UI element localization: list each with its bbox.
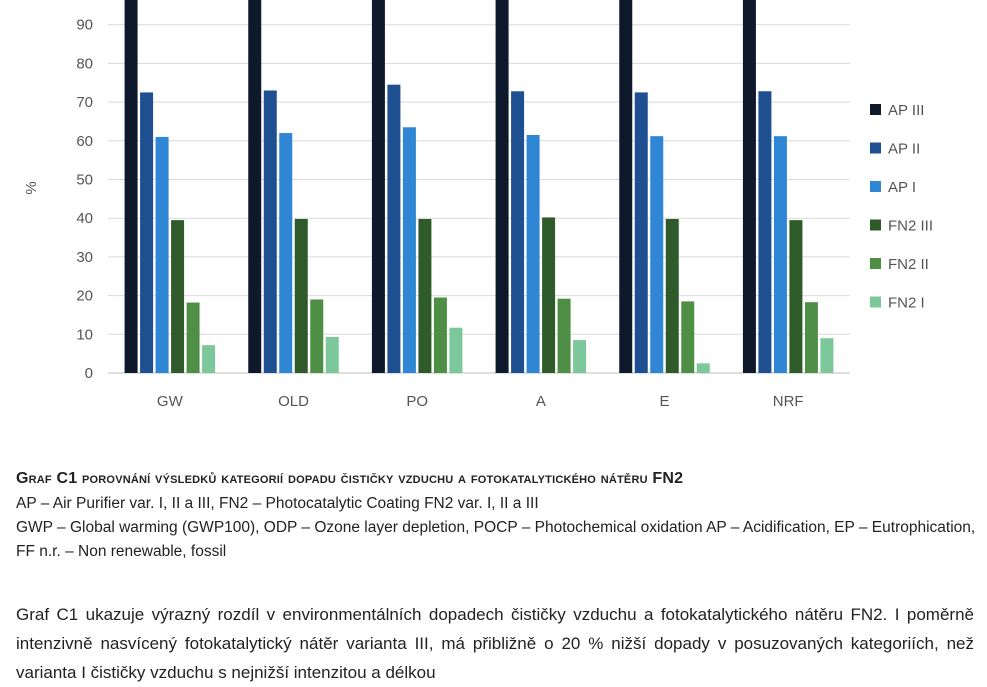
legend-label: AP II — [888, 141, 920, 158]
legend-label: AP III — [888, 102, 924, 119]
impact-bar-chart: 0 10 20 30 40 50 60 70 80 90 % GW OLD PO A E NRF AP II… — [23, 0, 933, 410]
legend-label: FN2 II — [888, 256, 929, 273]
bar — [155, 136, 169, 373]
bar — [402, 127, 416, 373]
legend-swatch — [870, 104, 881, 115]
gridlines — [108, 24, 850, 374]
body-paragraph: Graf C1 ukazuje výrazný rozdíl v environ… — [16, 605, 974, 682]
bar — [696, 363, 710, 373]
bar — [742, 0, 756, 373]
bar — [387, 84, 401, 373]
bar — [449, 327, 463, 373]
bar — [325, 337, 339, 373]
y-tick-label: 20 — [76, 288, 93, 305]
y-tick-label: 10 — [76, 326, 93, 343]
x-axis-ticks: GW OLD PO A E NRF — [157, 393, 804, 410]
bar — [263, 90, 277, 374]
bar — [758, 91, 772, 373]
y-tick-label: 40 — [76, 210, 93, 227]
caption-categories: GWP – Global warming (GWP100), ODP – Ozo… — [16, 519, 976, 560]
x-tick-label: A — [536, 393, 546, 410]
bar — [650, 136, 664, 373]
bar — [248, 0, 262, 373]
x-tick-label: PO — [406, 393, 428, 410]
y-tick-label: 50 — [76, 172, 93, 189]
legend-swatch — [870, 142, 881, 154]
x-tick-label: E — [659, 393, 669, 410]
caption-title: Graf C1 porovnání výsledků kategorií dop… — [16, 470, 684, 487]
y-tick-label: 90 — [76, 17, 93, 34]
bar — [140, 92, 154, 374]
bar — [634, 92, 648, 374]
x-tick-label: OLD — [278, 393, 309, 410]
y-axis-ticks: 0 10 20 30 40 50 60 70 80 90 — [76, 17, 93, 382]
legend-swatch — [870, 181, 881, 192]
y-tick-label: 30 — [76, 249, 93, 266]
y-axis-label: % — [23, 181, 40, 194]
bar — [789, 220, 803, 373]
y-tick-label: 0 — [85, 365, 93, 382]
bar — [294, 218, 308, 373]
bar — [773, 136, 787, 373]
bar — [186, 302, 200, 373]
legend-swatch — [870, 296, 881, 308]
bar — [804, 302, 818, 373]
bar — [619, 0, 633, 373]
legend: AP III AP II AP I FN2 III FN2 II FN2 I — [870, 102, 933, 312]
bar — [124, 0, 138, 373]
caption-abbreviations: AP – Air Purifier var. I, II a III, FN2 … — [16, 495, 539, 512]
bar — [665, 218, 679, 373]
x-tick-label: GW — [157, 393, 184, 410]
bar — [279, 133, 293, 373]
bar — [202, 345, 216, 373]
bar — [495, 0, 509, 373]
legend-swatch — [870, 219, 881, 231]
bar — [820, 338, 834, 373]
legend-label: FN2 III — [888, 218, 933, 235]
bar — [371, 0, 385, 373]
bar — [573, 340, 587, 373]
bar — [511, 91, 525, 373]
bar — [557, 298, 571, 373]
bar — [526, 134, 540, 373]
bar — [418, 218, 432, 373]
bar — [542, 217, 556, 373]
bar — [681, 301, 695, 373]
legend-label: FN2 I — [888, 295, 925, 312]
y-tick-label: 60 — [76, 133, 93, 150]
bar — [171, 220, 185, 373]
bars — [124, 0, 834, 374]
legend-label: AP I — [888, 179, 916, 196]
bar — [310, 299, 324, 373]
bar — [433, 297, 447, 373]
x-tick-label: NRF — [773, 393, 804, 410]
y-tick-label: 70 — [76, 94, 93, 111]
y-tick-label: 80 — [76, 55, 93, 72]
legend-swatch — [870, 258, 881, 269]
figure-caption: Graf C1 porovnání výsledků kategorií dop… — [16, 470, 976, 564]
